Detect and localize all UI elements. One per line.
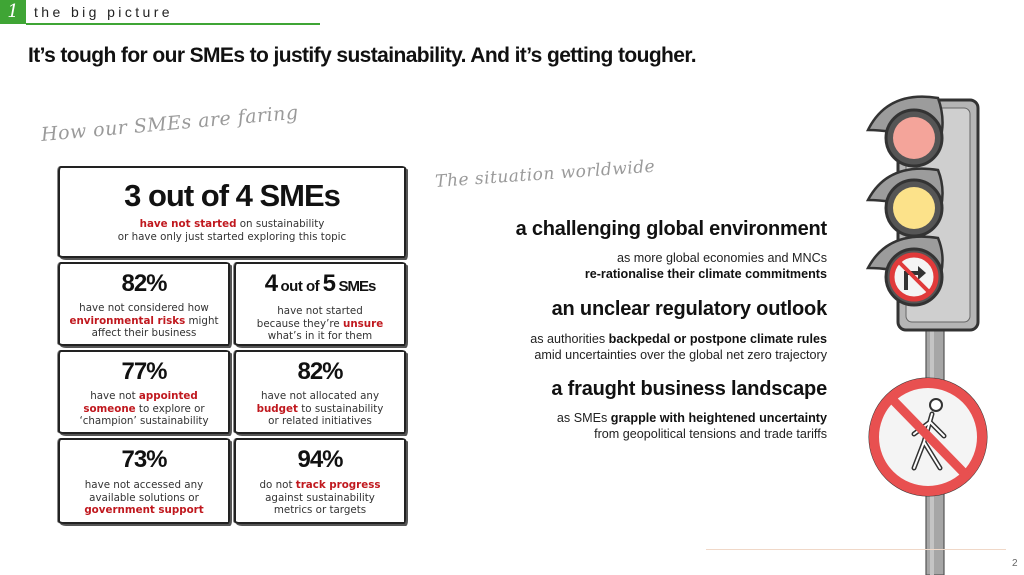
stat-desc: have not allocated any budget to sustain… [256, 390, 384, 428]
page-number: 2 [1012, 558, 1018, 569]
stat-box-appointed: 77% have not appointed someone to explor… [58, 350, 230, 434]
stat-box-track-progress: 94% do not track progress against sustai… [234, 438, 406, 524]
point-title-global-environment: a challenging global environment [515, 218, 828, 240]
stat-box-unsure: 4 out of 5 SMEs have not started because… [234, 262, 406, 346]
stat-value: 4 out of 5 SMEs [264, 270, 377, 297]
section-number: 1 [0, 0, 26, 24]
no-pedestrian-sign-icon [868, 377, 988, 497]
stat-desc: do not track progress against sustainabi… [259, 479, 381, 517]
stat-box-budget: 82% have not allocated any budget to sus… [234, 350, 406, 434]
section-underline [26, 23, 320, 25]
point-desc-business-landscape: as SMEs grapple with heightened uncertai… [556, 411, 827, 441]
stat-value: 82% [297, 358, 343, 385]
no-right-turn-sign-icon [889, 252, 939, 302]
stat-desc: have not considered how environmental ri… [69, 302, 219, 340]
hero-stat-value: 3 out of 4 SMEs [124, 178, 341, 213]
hero-stat-desc: have not started on sustainability or ha… [117, 218, 347, 243]
stat-box-hero: 3 out of 4 SMEs have not started on sust… [58, 166, 406, 258]
hero-red-text: have not started [139, 218, 237, 230]
point-title-regulatory-outlook: an unclear regulatory outlook [551, 298, 828, 320]
right-section-heading: The situation worldwide [434, 156, 656, 192]
page-title: It’s tough for our SMEs to justify susta… [28, 44, 697, 67]
footer-divider [706, 549, 1006, 550]
point-title-business-landscape: a fraught business landscape [551, 378, 827, 400]
stat-value: 77% [121, 358, 167, 385]
stat-value: 73% [121, 446, 167, 473]
point-desc-regulatory-outlook: as authorities backpedal or postpone cli… [530, 332, 827, 362]
stat-box-environmental-risks: 82% have not considered how environmenta… [58, 262, 230, 346]
stat-box-government-support: 73% have not accessed any available solu… [58, 438, 230, 524]
section-label: the big picture [34, 4, 173, 20]
traffic-light-illustration [865, 95, 988, 575]
stat-value: 82% [121, 270, 167, 297]
stat-desc: have not accessed any available solution… [84, 479, 204, 517]
left-section-heading: How our SMEs are faring [40, 101, 300, 146]
stat-desc: have not started because they’re unsure … [256, 305, 384, 343]
stat-value: 94% [297, 446, 343, 473]
stat-desc: have not appointed someone to explore or… [79, 390, 209, 428]
point-desc-global-environment: as more global economies and MNCs re-rat… [584, 251, 827, 281]
